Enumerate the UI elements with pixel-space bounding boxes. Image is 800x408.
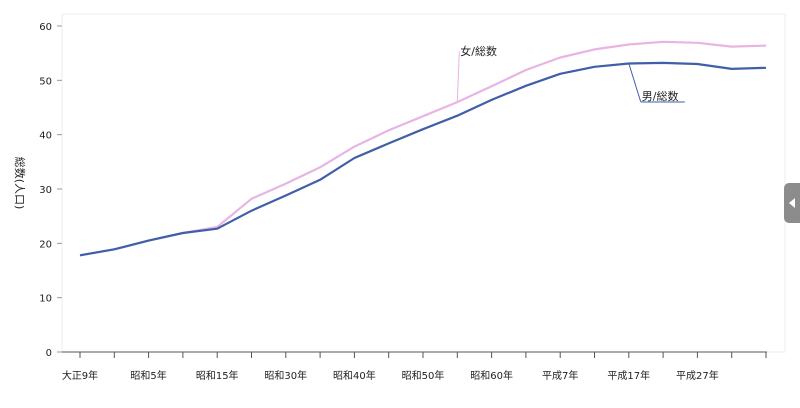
y-tick-label: 10 <box>39 294 52 305</box>
x-tick-label: 昭和60年 <box>470 369 513 382</box>
y-axis-title: 総数(人口) <box>13 157 27 210</box>
series-line-male <box>79 61 767 257</box>
y-tick-label: 40 <box>39 131 52 142</box>
y-tick-label: 30 <box>39 185 52 196</box>
side-panel-toggle[interactable] <box>784 183 800 223</box>
x-tick-label: 昭和30年 <box>264 369 307 382</box>
x-tick-label: 昭和40年 <box>333 369 376 382</box>
x-tick-label: 大正9年 <box>62 369 98 382</box>
plot-area <box>61 13 786 353</box>
x-tick-label: 平成27年 <box>676 369 719 382</box>
y-tick-label: 20 <box>39 239 52 250</box>
series-label-male: 男/総数 <box>642 89 679 103</box>
series-label-female: 女/総数 <box>460 44 497 58</box>
collapse-left-arrow-icon <box>789 198 795 208</box>
y-tick-label: 0 <box>46 348 52 359</box>
x-tick-label: 昭和15年 <box>196 369 239 382</box>
x-tick-label: 平成17年 <box>607 369 650 382</box>
y-tick-label: 60 <box>39 22 52 33</box>
x-tick-label: 昭和5年 <box>130 369 166 382</box>
female-label-leader <box>456 51 460 103</box>
x-tick-label: 平成7年 <box>542 369 578 382</box>
male-label-leader <box>628 63 642 103</box>
x-tick-label: 昭和50年 <box>402 369 445 382</box>
y-tick-label: 50 <box>39 76 52 87</box>
